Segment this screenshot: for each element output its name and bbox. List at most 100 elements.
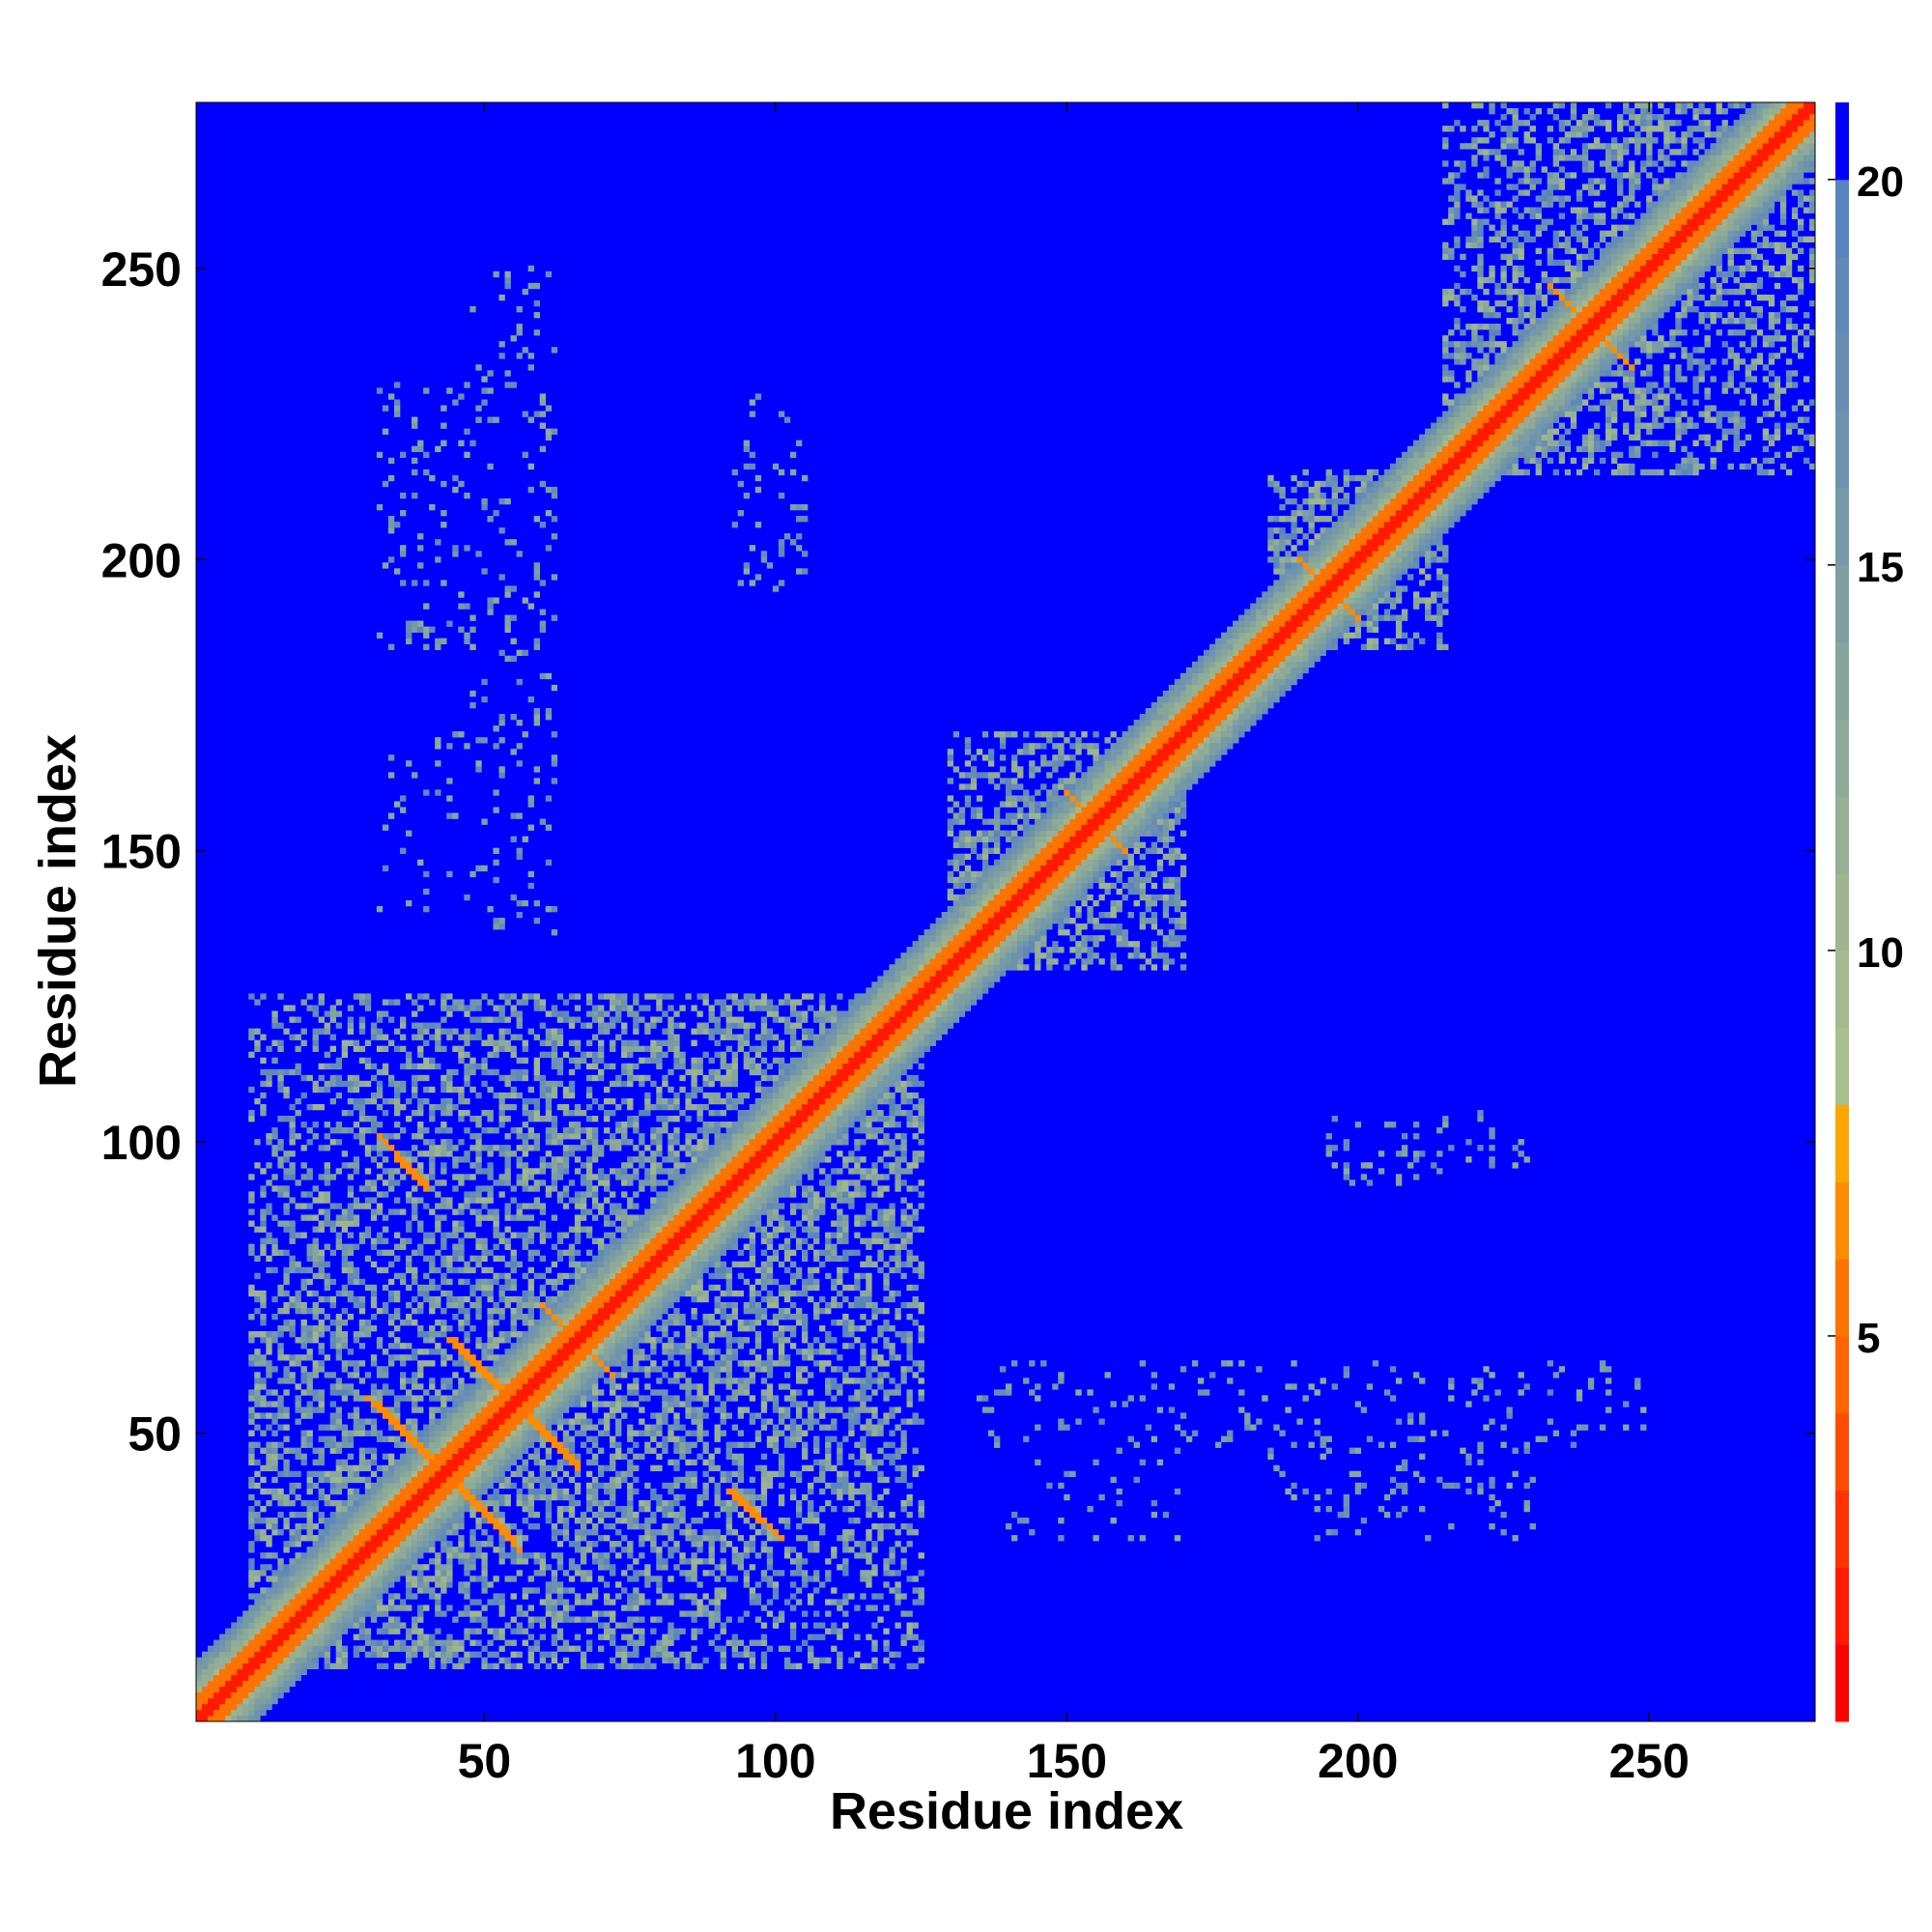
heatmap-cell — [551, 754, 558, 761]
heatmap-cell — [633, 1511, 639, 1519]
heatmap-cell — [318, 1570, 325, 1577]
heatmap-cell — [580, 1662, 587, 1670]
heatmap-cell — [289, 1255, 296, 1263]
heatmap-cell — [458, 1174, 465, 1180]
heatmap-cell — [347, 1599, 355, 1605]
heatmap-cell — [277, 1453, 284, 1461]
heatmap-cell — [487, 1628, 494, 1634]
heatmap-cell — [527, 1482, 534, 1490]
heatmap-cell — [644, 1179, 651, 1186]
heatmap-cell — [533, 1133, 540, 1140]
heatmap-cell — [406, 1535, 412, 1542]
heatmap-cell — [591, 1488, 599, 1495]
heatmap-cell — [295, 1034, 301, 1040]
heatmap-cell — [300, 1412, 307, 1419]
heatmap-cell — [335, 1558, 343, 1565]
heatmap-cell — [277, 1045, 284, 1052]
heatmap-cell — [248, 1360, 255, 1367]
heatmap-cell — [475, 1284, 482, 1292]
heatmap-cell — [574, 1616, 582, 1623]
heatmap-cell — [585, 1022, 593, 1029]
heatmap-cell — [382, 1541, 389, 1548]
heatmap-cell — [615, 1517, 622, 1524]
heatmap-cell — [423, 1470, 430, 1478]
heatmap-cell — [493, 1499, 499, 1507]
heatmap-cell — [406, 1320, 412, 1326]
heatmap-cell — [556, 1476, 564, 1484]
heatmap-cell — [446, 1639, 453, 1646]
heatmap-cell — [423, 1511, 430, 1519]
heatmap-cell — [487, 1145, 494, 1151]
heatmap-cell — [271, 1587, 278, 1594]
heatmap-cell — [475, 1406, 482, 1413]
heatmap-cell — [615, 1122, 622, 1128]
heatmap-cell — [562, 1605, 570, 1611]
heatmap-cell — [266, 1691, 272, 1699]
heatmap-cell — [475, 1139, 482, 1146]
heatmap-cell — [452, 1301, 459, 1309]
heatmap-cell — [237, 1691, 243, 1699]
heatmap-cell — [475, 1378, 482, 1384]
heatmap-cell — [387, 1499, 395, 1507]
heatmap-cell — [248, 1610, 255, 1617]
heatmap-cell — [621, 1063, 628, 1070]
heatmap-cell — [527, 1284, 534, 1292]
heatmap-cell — [318, 1349, 325, 1355]
heatmap-cell — [469, 1208, 476, 1215]
heatmap-cell — [266, 1441, 272, 1448]
heatmap-cell — [242, 1686, 249, 1693]
heatmap-cell — [208, 1651, 214, 1658]
heatmap-cell — [610, 1243, 616, 1250]
heatmap-cell — [621, 1028, 628, 1035]
heatmap-cell — [504, 1151, 511, 1157]
heatmap-cell — [562, 1535, 570, 1542]
heatmap-cell — [498, 497, 505, 505]
heatmap-cell — [533, 1616, 540, 1623]
heatmap-cell — [481, 387, 488, 394]
heatmap-cell — [574, 1325, 582, 1332]
heatmap-cell — [440, 1016, 447, 1023]
heatmap-cell — [446, 1523, 453, 1530]
heatmap-cell — [510, 539, 517, 546]
heatmap-cell — [335, 1605, 343, 1611]
heatmap-cell — [615, 1145, 622, 1151]
heatmap-cell — [464, 1127, 470, 1134]
heatmap-cell — [527, 1511, 534, 1519]
heatmap-cell — [585, 1354, 593, 1361]
heatmap-cell — [644, 1208, 651, 1215]
heatmap-cell — [504, 1092, 511, 1099]
heatmap-cell — [370, 1558, 378, 1565]
heatmap-cell — [591, 1063, 599, 1070]
heatmap-cell — [406, 1151, 412, 1157]
heatmap-cell — [533, 1103, 540, 1111]
heatmap-cell — [353, 1424, 360, 1431]
heatmap-cell — [591, 1237, 599, 1244]
heatmap-cell — [353, 1412, 360, 1419]
heatmap-cell — [621, 1284, 628, 1292]
heatmap-cell — [516, 353, 523, 359]
heatmap-cell — [277, 1441, 284, 1448]
heatmap-cell — [318, 1016, 325, 1023]
heatmap-cell — [580, 1378, 587, 1384]
heatmap-cell — [604, 1261, 611, 1268]
heatmap-cell — [312, 1028, 319, 1035]
heatmap-cell — [639, 1284, 645, 1292]
heatmap-cell — [435, 789, 441, 796]
heatmap-cell — [574, 1343, 582, 1350]
heatmap-cell — [585, 1616, 593, 1623]
heatmap-cell — [621, 1401, 628, 1407]
heatmap-cell — [417, 1581, 424, 1588]
heatmap-cell — [493, 1127, 499, 1134]
heatmap-cell — [627, 1179, 634, 1186]
heatmap-cell — [423, 888, 430, 895]
heatmap-cell — [295, 1290, 301, 1297]
heatmap-cell — [277, 1074, 284, 1082]
heatmap-cell — [481, 1395, 488, 1402]
heatmap-cell — [417, 1523, 424, 1530]
heatmap-cell — [591, 1499, 599, 1507]
heatmap-cell — [510, 638, 517, 644]
heatmap-cell — [556, 1010, 564, 1017]
heatmap-cell — [429, 1430, 436, 1436]
heatmap-cell — [406, 1587, 412, 1594]
heatmap-cell — [510, 1547, 517, 1553]
